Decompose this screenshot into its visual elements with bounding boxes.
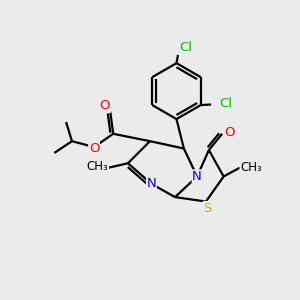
- Text: O: O: [89, 142, 99, 155]
- Text: N: N: [192, 170, 202, 183]
- Text: O: O: [224, 126, 235, 139]
- Text: Cl: Cl: [219, 97, 232, 110]
- Text: O: O: [100, 99, 110, 112]
- Text: N: N: [147, 177, 156, 190]
- Text: CH₃: CH₃: [240, 161, 262, 174]
- Text: Cl: Cl: [179, 41, 192, 54]
- Text: CH₃: CH₃: [87, 160, 109, 173]
- Text: S: S: [203, 202, 212, 214]
